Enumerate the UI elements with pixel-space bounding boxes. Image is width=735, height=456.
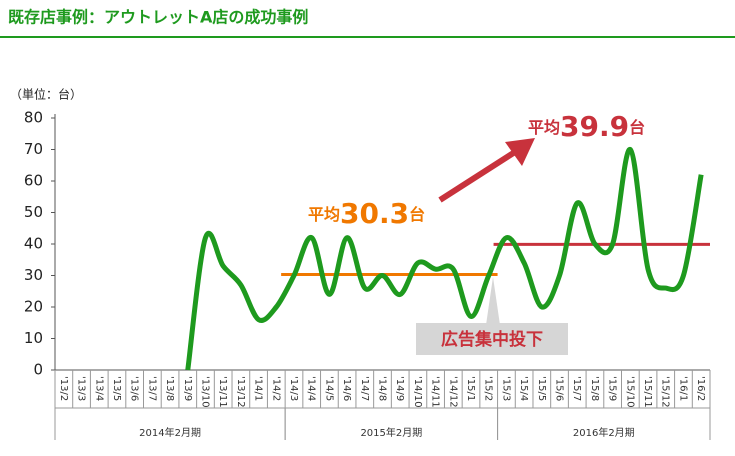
x-tick-label: '14/4 (306, 376, 317, 401)
average-prefix: 平均 (308, 205, 340, 224)
unit-label: （単位：台） (10, 87, 82, 102)
average-unit: 台 (409, 205, 425, 224)
arrow (438, 138, 535, 203)
average-unit: 台 (629, 118, 645, 137)
y-tick-label: 10 (24, 329, 43, 347)
x-tick-label: '15/5 (536, 376, 547, 401)
x-tick-label: '13/6 (129, 376, 140, 401)
x-tick-label: '14/12 (447, 376, 458, 408)
x-tick-label: '13/8 (164, 376, 175, 401)
y-tick-label: 60 (24, 172, 43, 190)
callout-pointer (486, 277, 500, 325)
period-label: 2014年2月期 (139, 426, 201, 439)
x-tick-label: '13/11 (217, 376, 228, 408)
x-tick-label: '16/1 (677, 376, 688, 401)
x-tick-label: '13/7 (146, 376, 157, 401)
y-tick-label: 80 (24, 109, 43, 127)
x-tick-label: '16/2 (695, 376, 706, 401)
average-label: 平均30.3台 (308, 197, 425, 230)
x-tick-label: '15/11 (642, 376, 653, 408)
average-value: 30.3 (340, 197, 409, 230)
x-tick-label: '15/6 (554, 376, 565, 401)
x-tick-label: '14/7 (359, 376, 370, 401)
x-tick-label: '15/2 (483, 376, 494, 401)
x-tick-label: '13/2 (58, 376, 69, 401)
x-tick-label: '14/11 (430, 376, 441, 408)
period-label: 2015年2月期 (360, 426, 422, 439)
period-label: 2016年2月期 (573, 426, 635, 439)
annotation: 広告集中投下 (441, 329, 543, 350)
y-tick-label: 70 (24, 140, 43, 158)
y-tick-label: 20 (24, 298, 43, 316)
x-tick-label: '14/9 (394, 376, 405, 401)
x-tick-label: '14/2 (270, 376, 281, 401)
x-tick-label: '14/6 (341, 376, 352, 401)
x-tick-label: '14/8 (377, 376, 388, 401)
x-tick-label: '15/7 (571, 376, 582, 401)
x-tick-label: '13/10 (199, 376, 210, 408)
x-tick-label: '13/12 (235, 376, 246, 408)
callout-box (416, 323, 568, 355)
x-tick-label: '13/9 (182, 376, 193, 401)
x-tick-label: '14/10 (412, 376, 423, 408)
average-label: 平均39.9台 (528, 110, 645, 143)
x-tick-label: '14/1 (253, 376, 264, 401)
line-series (185, 146, 704, 371)
y-tick-label: 0 (33, 361, 43, 379)
average-prefix: 平均 (528, 118, 560, 137)
x-tick-label: '15/4 (518, 376, 529, 401)
x-tick-label: '15/10 (624, 376, 635, 408)
x-tick-label: '15/9 (607, 376, 618, 401)
x-tick-label: '14/5 (323, 376, 334, 401)
y-tick-label: 40 (24, 235, 43, 253)
x-tick-label: '15/12 (660, 376, 671, 408)
x-tick-label: '15/1 (465, 376, 476, 401)
x-tick-label: '13/5 (111, 376, 122, 401)
x-tick-label: '15/8 (589, 376, 600, 401)
y-tick-label: 30 (24, 266, 43, 284)
x-tick-label: '14/3 (288, 376, 299, 401)
x-tick-label: '13/4 (93, 376, 104, 401)
average-value: 39.9 (560, 110, 629, 143)
chart-title: 既存店事例：アウトレットA店の成功事例 (8, 8, 308, 27)
x-tick-label: '15/3 (500, 376, 511, 401)
y-tick-label: 50 (24, 203, 43, 221)
x-tick-label: '13/3 (76, 376, 87, 401)
